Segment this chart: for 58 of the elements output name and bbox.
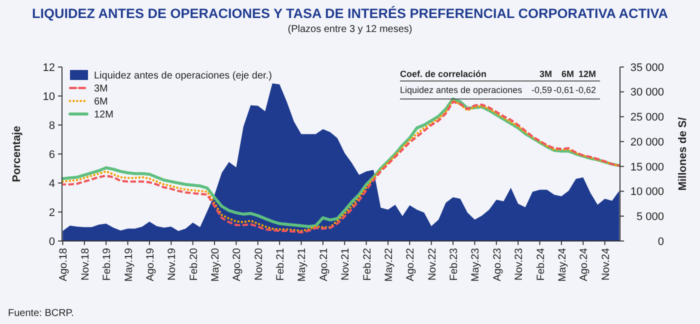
x-tick-label: Ago.20	[231, 248, 244, 282]
x-tick-label: Nov.18	[79, 248, 92, 280]
x-tick-label: Ago.21	[318, 248, 330, 282]
y-tick-label: 12	[42, 62, 55, 74]
x-tick-label: Feb.21	[274, 248, 287, 281]
annotation: Coef. de correlación	[400, 69, 487, 79]
legend-label: 3M	[94, 84, 108, 94]
x-tick-label: Nov.24	[600, 248, 612, 280]
chart-subtitle: (Plazos entre 3 y 12 meses)	[288, 24, 412, 35]
y2-axis-title: Millones de S/	[677, 117, 689, 191]
y2-tick-label: 5 000	[636, 210, 664, 223]
y-tick-label: 8	[48, 120, 55, 132]
x-tick-label: Ago.23	[491, 248, 504, 282]
x-tick-label: Ago.22	[404, 248, 417, 282]
annotation: 12M	[578, 69, 596, 79]
x-tick-label: Ago.18	[58, 248, 70, 282]
x-tick-label: May.20	[210, 248, 222, 282]
legend-label: 6M	[94, 96, 108, 108]
y2-tick-label: 15 000	[630, 161, 664, 174]
y-axis-title: Porcentaje	[11, 126, 23, 182]
x-tick-label: May.24	[556, 248, 568, 282]
x-tick-label: Nov.22	[426, 248, 438, 280]
annotation: -0,61	[553, 85, 574, 95]
x-tick-label: Feb.22	[361, 248, 374, 281]
y-tick-label: 10	[42, 90, 55, 103]
annotation: -0,59	[531, 85, 552, 95]
y2-tick-label: 30 000	[630, 86, 664, 99]
legend-label: 12M	[94, 110, 114, 120]
x-tick-label: Nov.23	[513, 248, 526, 280]
x-tick-label: Feb.23	[448, 248, 460, 281]
x-tick-label: May.22	[382, 248, 395, 282]
y-tick-label: 2	[48, 206, 55, 219]
y2-tick-label: 20 000	[630, 136, 664, 148]
x-tick-label: May.23	[470, 248, 482, 282]
x-tick-label: May.21	[296, 248, 308, 282]
legend-label: Liquidez antes de operaciones (eje der.)	[94, 70, 272, 82]
y2-tick-label: 0	[658, 236, 664, 248]
y-tick-label: 4	[48, 178, 55, 190]
chart-title: LIQUIDEZ ANTES DE OPERACIONES Y TASA DE INTERÉS PREFERENCIAL CORPORATIVA ACTIVA	[32, 6, 668, 21]
annotation: -0,62	[575, 85, 596, 95]
source-note: Fuente: BCRP.	[8, 308, 74, 319]
y2-tick-label: 35 000	[630, 62, 664, 74]
x-tick-label: Feb.20	[188, 248, 200, 281]
x-tick-label: Nov.21	[340, 248, 352, 280]
y2-tick-label: 25 000	[630, 112, 664, 124]
x-tick-label: Feb.19	[101, 248, 114, 281]
annotation: Liquidez antes de operaciones	[400, 85, 523, 95]
x-tick-label: Nov.19	[166, 248, 178, 280]
annotation: 3M	[539, 69, 552, 79]
y-tick-label: 0	[48, 236, 55, 248]
x-tick-label: Ago.24	[578, 248, 590, 282]
y-tick-label: 6	[48, 148, 55, 161]
x-tick-label: Nov.20	[252, 248, 265, 280]
annotation: 6M	[561, 69, 574, 79]
y2-tick-label: 10 000	[630, 186, 664, 198]
x-tick-label: Feb.24	[534, 248, 547, 281]
x-tick-label: May.19	[122, 248, 135, 282]
x-tick-label: Ago.19	[144, 248, 156, 282]
